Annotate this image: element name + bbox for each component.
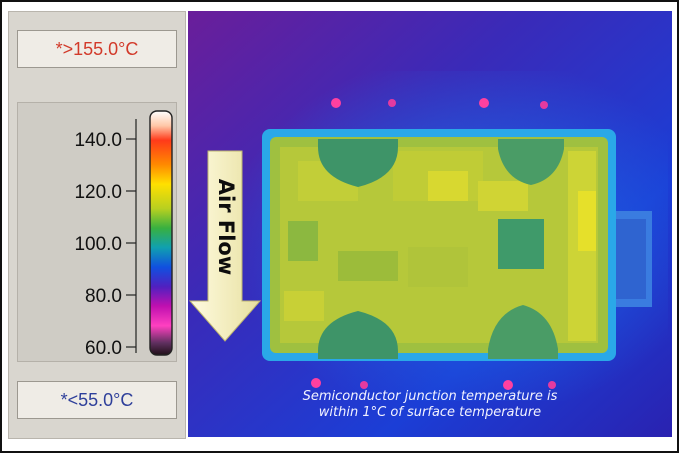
thermal-image: Air Flow Semiconductor junction temperat… <box>188 11 672 437</box>
scale-ticks: 140.0 120.0 100.0 80.0 60.0 <box>74 130 136 359</box>
hot-spots <box>311 98 556 390</box>
scale-tick-label: 60.0 <box>85 338 122 359</box>
caption-line-1: Semiconductor junction temperature is <box>302 389 558 404</box>
temperature-scale-sidebar: *>155.0°C <box>8 11 186 439</box>
scale-tick-label: 100.0 <box>74 234 122 255</box>
blank-footer <box>8 439 671 451</box>
color-scale-bar <box>149 110 173 356</box>
scale-tick-label: 120.0 <box>74 182 122 203</box>
color-scale: 140.0 120.0 100.0 80.0 60.0 <box>74 110 173 359</box>
air-flow-label: Air Flow <box>214 179 238 276</box>
color-scale-panel: 140.0 120.0 100.0 80.0 60.0 <box>17 102 177 362</box>
air-flow-arrow: Air Flow <box>188 150 262 342</box>
scale-tick-label: 80.0 <box>85 286 122 307</box>
image-caption: Semiconductor junction temperature is wi… <box>188 389 672 421</box>
scale-tick-label: 140.0 <box>74 130 122 151</box>
min-temperature-box: *<55.0°C <box>17 381 177 419</box>
max-temperature-box: *>155.0°C <box>17 30 177 68</box>
caption-line-2: within 1°C of surface temperature <box>318 405 542 420</box>
circuit-board-heatmap <box>262 129 652 361</box>
